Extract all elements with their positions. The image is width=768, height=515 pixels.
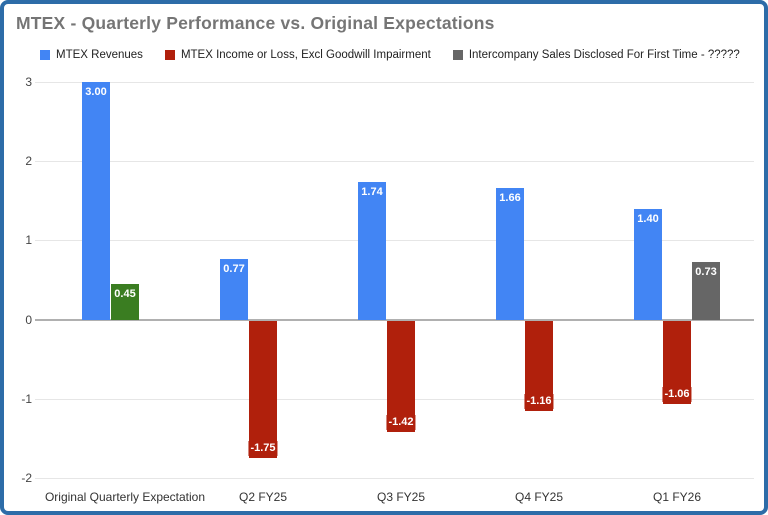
plot-area: 3 2 1 0 -1 -2 Original Quarterly Expectation Q2… (4, 4, 764, 511)
bar-value-label: 1.40 (635, 211, 661, 227)
gridline (35, 82, 754, 83)
x-axis-category-label: Original Quarterly Expectation (44, 490, 206, 504)
legend-swatch-icon (40, 50, 50, 60)
legend-item: Intercompany Sales Disclosed For First T… (452, 49, 740, 61)
bar-value-label: 0.73 (693, 264, 719, 280)
bar-value-label: 3.00 (83, 85, 109, 100)
gridline (35, 240, 754, 242)
legend-label: Intercompany Sales Disclosed For First T… (468, 49, 740, 61)
x-axis-category-label: Q1 FY26 (652, 490, 702, 504)
bar (358, 181, 386, 320)
bar (387, 320, 415, 433)
legend-label: MTEX Income or Loss, Excl Goodwill Impai… (180, 49, 431, 61)
bar-value-label: -1.06 (662, 386, 692, 402)
bar-value-label: -1.75 (248, 441, 278, 457)
bar-value-label: 1.66 (497, 191, 523, 207)
x-axis-category-label: Q3 FY25 (376, 490, 426, 504)
bar (249, 320, 277, 459)
bar-value-label: -1.42 (386, 415, 416, 431)
y-axis-tick-label: -1 (21, 391, 32, 406)
legend-swatch-icon (452, 50, 463, 60)
bar-value-label: 1.74 (359, 184, 385, 200)
chart-title: MTEX - Quarterly Performance vs. Origina… (16, 13, 495, 33)
bar (496, 188, 524, 320)
x-axis-category-label: Q2 FY25 (238, 490, 288, 504)
gridline (35, 161, 754, 163)
legend-swatch-icon (164, 50, 175, 60)
legend: MTEX Revenues MTEX Income or Loss, Excl G… (40, 49, 740, 61)
y-axis-tick-label: 2 (25, 154, 32, 169)
zero-axis-line (35, 318, 754, 321)
bar (634, 208, 662, 320)
bar (82, 82, 110, 320)
y-axis-tick-label: 0 (25, 312, 32, 327)
bar-value-label: 0.77 (221, 261, 247, 277)
y-axis-tick-label: -2 (21, 471, 32, 485)
legend-item: MTEX Income or Loss, Excl Goodwill Impai… (164, 49, 431, 61)
bar-value-label: -1.16 (524, 394, 554, 410)
bar-value-label: 0.45 (112, 286, 138, 302)
y-axis-tick-label: 3 (25, 75, 32, 89)
y-axis-tick-label: 1 (25, 233, 32, 248)
legend-label: MTEX Revenues (56, 49, 143, 61)
x-axis-category-label: Q4 FY25 (514, 490, 564, 504)
legend-item: MTEX Revenues (40, 49, 143, 61)
gridline (35, 478, 754, 479)
